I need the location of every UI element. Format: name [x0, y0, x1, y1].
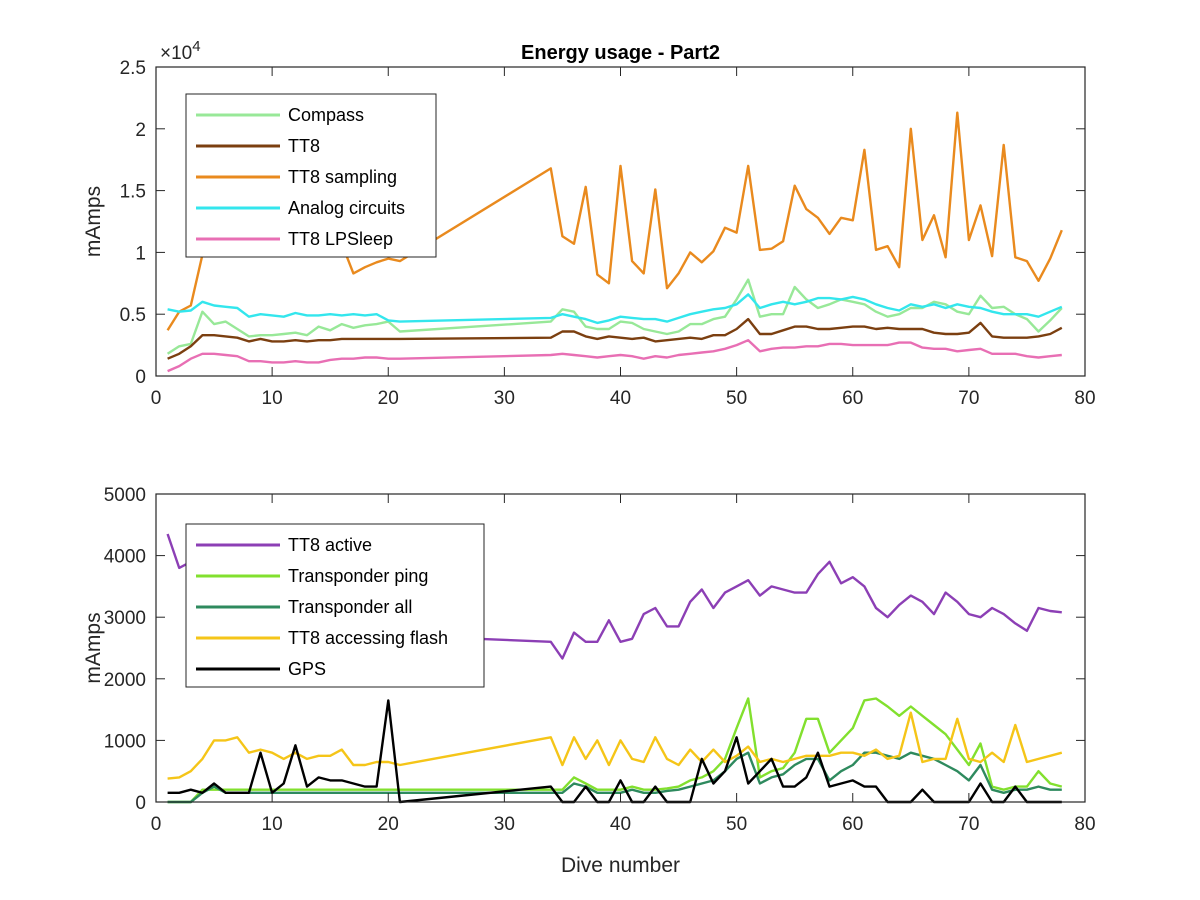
x-tick-label: 50 [726, 814, 747, 835]
y-exponent-label: ×104 [160, 38, 201, 64]
y-tick-label: 2.5 [120, 58, 146, 79]
y-tick-label: 1.5 [120, 182, 146, 203]
y-tick-label: 1 [135, 243, 146, 264]
legend-entry: TT8 active [288, 535, 372, 555]
x-tick-label: 70 [958, 388, 979, 409]
y-exponent-base: ×10 [160, 43, 192, 64]
y-tick-label: 1000 [104, 731, 146, 752]
legend-entry: Analog circuits [288, 198, 405, 218]
series-line-compass [166, 278, 1063, 355]
top-chart: 0 10 20 30 40 50 60 70 80 0 0.5 1 1.5 2 2.5 Energy usag… [82, 38, 1096, 409]
x-tick-label: 80 [1074, 388, 1095, 409]
x-tick-label: 10 [262, 814, 283, 835]
x-tick-label: 30 [494, 388, 515, 409]
y-tick-label: 4000 [104, 547, 146, 568]
chart-title: Energy usage - Part2 [521, 42, 720, 64]
x-tick-label: 70 [958, 814, 979, 835]
y-tick-label: 2000 [104, 670, 146, 691]
x-tick-label: 40 [610, 388, 631, 409]
y-tick-label: 0 [135, 367, 146, 388]
y-tick-label: 5000 [104, 485, 146, 506]
x-tick-label: 20 [378, 388, 399, 409]
y-tick-label: 3000 [104, 608, 146, 629]
series-line-analog-circuits [167, 293, 1063, 325]
legend-entry: TT8 LPSleep [288, 229, 393, 249]
series-line-transponder-ping [167, 697, 1063, 804]
x-tick-label: 30 [494, 814, 515, 835]
legend-entry: TT8 accessing flash [288, 628, 448, 648]
x-tick-label: 50 [726, 388, 747, 409]
legend-entry: TT8 sampling [288, 167, 397, 187]
legend-entry: Transponder all [288, 597, 412, 617]
series-line-tt8-lpsleep [167, 339, 1062, 373]
x-tick-label: 0 [151, 814, 162, 835]
y-axis-label: mAmps [82, 186, 105, 257]
legend-entry: Transponder ping [288, 566, 428, 586]
bottom-chart: 0 10 20 30 40 50 60 70 80 0 1000 2000 3000 4000 5000 mA… [82, 485, 1096, 877]
x-tick-label: 80 [1074, 814, 1095, 835]
y-tick-label: 0 [135, 793, 146, 814]
legend-entry: TT8 [288, 136, 320, 156]
x-tick-label: 60 [842, 814, 863, 835]
series-line-tt8 [167, 317, 1063, 360]
y-exponent-power: 4 [192, 38, 200, 55]
legend: TT8 active Transponder ping Transponder al… [185, 523, 485, 688]
x-axis-label: Dive number [561, 854, 680, 877]
legend-entry: GPS [288, 659, 326, 679]
legend-entry: Compass [288, 105, 364, 125]
y-tick-label: 2 [135, 120, 146, 141]
x-tick-label: 40 [610, 814, 631, 835]
x-tick-label: 60 [842, 388, 863, 409]
y-tick-label: 0.5 [120, 305, 146, 326]
legend: Compass TT8 TT8 sampling Analog circuits TT8… [185, 93, 437, 258]
x-tick-label: 10 [262, 388, 283, 409]
x-tick-label: 20 [378, 814, 399, 835]
y-axis-label: mAmps [82, 612, 105, 683]
x-tick-label: 0 [151, 388, 162, 409]
